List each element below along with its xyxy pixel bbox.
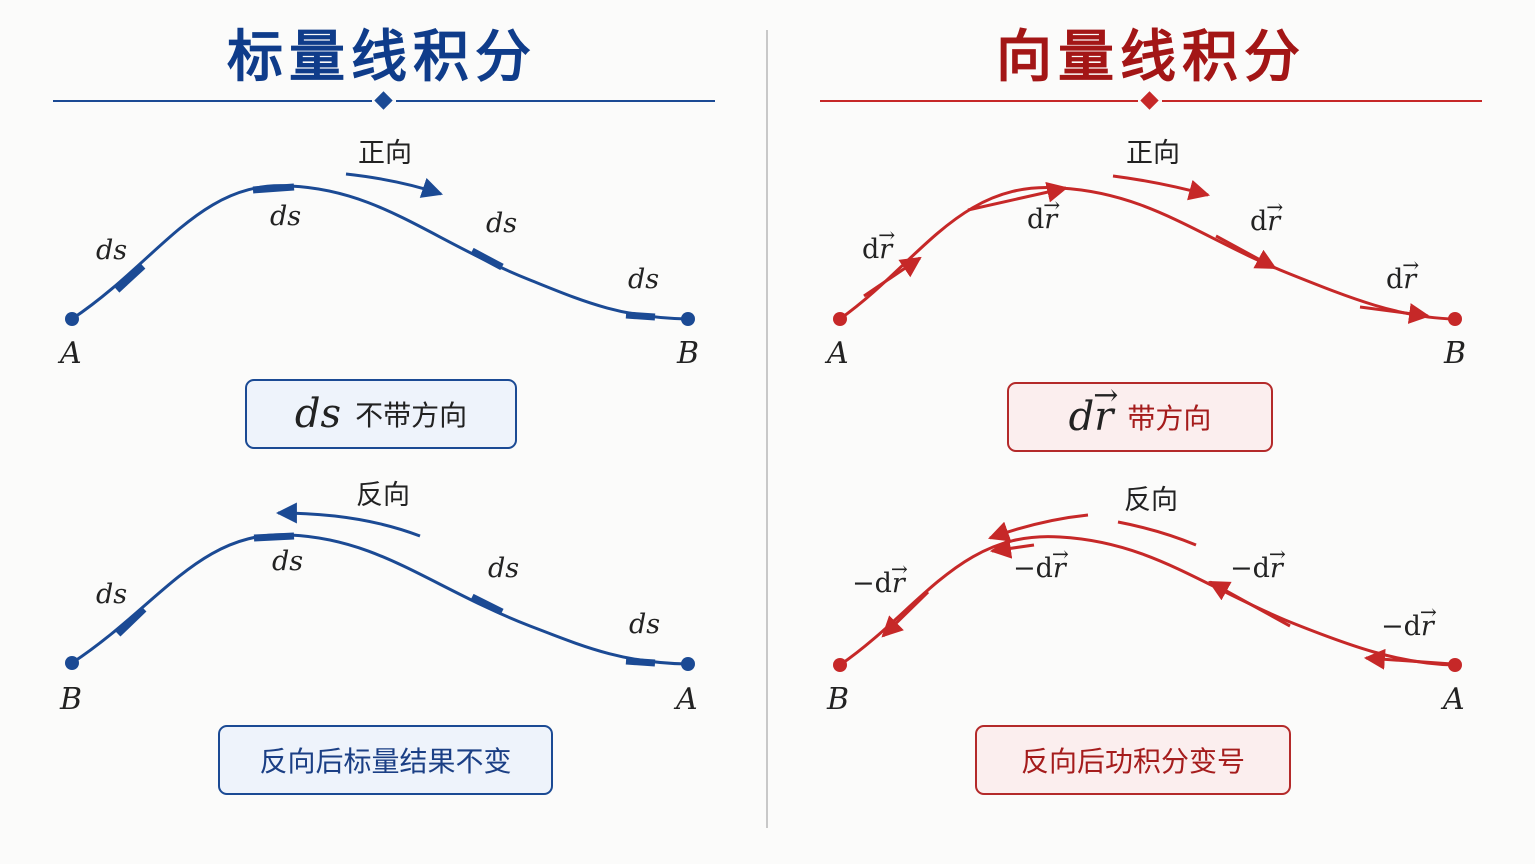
left-title-rule bbox=[53, 91, 715, 110]
ds-label-8: ds bbox=[629, 609, 661, 640]
forward-arrow bbox=[1112, 174, 1211, 201]
point-a-label: A bbox=[1443, 682, 1465, 717]
neg-dr-vector-3 bbox=[989, 537, 1035, 559]
right-bottom-curve-group bbox=[833, 513, 1462, 672]
scalar-element-box: ds 不带方向 bbox=[245, 379, 517, 449]
point-a-dot bbox=[1448, 658, 1462, 672]
right-title-rule bbox=[820, 91, 1482, 110]
ds-label-1: ds bbox=[96, 235, 128, 266]
dr-label-3: dr bbox=[1250, 197, 1283, 235]
ds-label-3: ds bbox=[486, 208, 518, 239]
ds-segment-6 bbox=[253, 532, 295, 542]
reverse-label: 反向 bbox=[1124, 485, 1178, 516]
vector-element-box: dr 带方向 bbox=[1007, 378, 1273, 452]
ds-label-4: ds bbox=[628, 264, 660, 295]
forward-label: 正向 bbox=[358, 138, 412, 169]
scalar-conclusion-box: 反向后标量结果不变 bbox=[218, 725, 553, 795]
ds-segment-4 bbox=[625, 311, 656, 321]
left-bottom-curve bbox=[71, 533, 689, 666]
left-top-curve-group bbox=[65, 172, 695, 326]
reverse-arrow bbox=[988, 513, 1089, 542]
neg-dr-vector-1 bbox=[1363, 648, 1453, 670]
dr-vector-2 bbox=[967, 181, 1069, 212]
vector-conclusion-text: 反向后功积分变号 bbox=[1020, 745, 1245, 778]
dr-label-2: dr bbox=[1027, 195, 1060, 233]
dr-vector-4 bbox=[1359, 303, 1431, 324]
dr-symbol: dr bbox=[1069, 378, 1119, 441]
vector-conclusion-box: 反向后功积分变号 bbox=[975, 725, 1291, 795]
point-b-dot bbox=[1448, 312, 1462, 326]
dr-label-1: dr bbox=[862, 225, 895, 263]
neg-dr-label-2: −dr bbox=[1013, 544, 1069, 582]
reverse-arrow-tail bbox=[1117, 520, 1197, 547]
point-b-dot bbox=[681, 312, 695, 326]
ds-segment-5 bbox=[115, 606, 147, 637]
neg-dr-label-4: −dr bbox=[1381, 602, 1437, 640]
point-b-label: B bbox=[677, 336, 700, 371]
ds-segment-8 bbox=[625, 657, 656, 667]
left-top-curve bbox=[71, 184, 689, 321]
ds-segment-7 bbox=[470, 593, 504, 616]
point-a-dot bbox=[833, 312, 847, 326]
forward-label: 正向 bbox=[1126, 138, 1180, 169]
neg-dr-vector-2 bbox=[1208, 580, 1291, 628]
right-bottom-curve bbox=[839, 535, 1456, 667]
right-panel-title: 向量线积分 bbox=[996, 24, 1306, 90]
ds-label-6: ds bbox=[272, 546, 304, 577]
right-top-curve-group bbox=[833, 174, 1462, 326]
dr-label-4: dr bbox=[1386, 255, 1419, 293]
point-a-dot bbox=[681, 657, 695, 671]
ds-segment-2 bbox=[252, 183, 295, 194]
point-b-label: B bbox=[60, 682, 83, 717]
forward-arrow bbox=[345, 172, 443, 198]
point-a-dot bbox=[65, 312, 79, 326]
reverse-label: 反向 bbox=[356, 480, 410, 511]
point-b-label: B bbox=[1444, 336, 1467, 371]
point-a-label: A bbox=[676, 682, 698, 717]
ds-symbol: ds bbox=[294, 391, 342, 437]
scalar-element-caption: 不带方向 bbox=[355, 399, 468, 432]
ds-label-2: ds bbox=[270, 201, 302, 232]
point-b-dot bbox=[833, 658, 847, 672]
ds-segment-3 bbox=[470, 247, 504, 271]
ds-segment-1 bbox=[114, 263, 146, 293]
dr-vector-3 bbox=[1215, 234, 1277, 270]
point-a-label: A bbox=[60, 336, 82, 371]
dr-vector-1 bbox=[863, 256, 922, 298]
point-b-dot bbox=[65, 656, 79, 670]
neg-dr-label-3: −dr bbox=[1230, 544, 1286, 582]
right-top-curve bbox=[839, 185, 1456, 321]
neg-dr-label-1: −dr bbox=[852, 559, 908, 597]
left-panel-title: 标量线积分 bbox=[227, 24, 537, 90]
point-b-label: B bbox=[827, 682, 850, 717]
ds-label-7: ds bbox=[488, 553, 520, 584]
vector-element-caption: 带方向 bbox=[1127, 402, 1212, 435]
ds-label-5: ds bbox=[96, 579, 128, 610]
reverse-arrow bbox=[275, 502, 421, 538]
neg-dr-vector-4 bbox=[881, 590, 930, 638]
point-a-label: A bbox=[827, 336, 849, 371]
scalar-conclusion-text: 反向后标量结果不变 bbox=[259, 745, 512, 778]
left-bottom-curve-group bbox=[65, 502, 695, 671]
